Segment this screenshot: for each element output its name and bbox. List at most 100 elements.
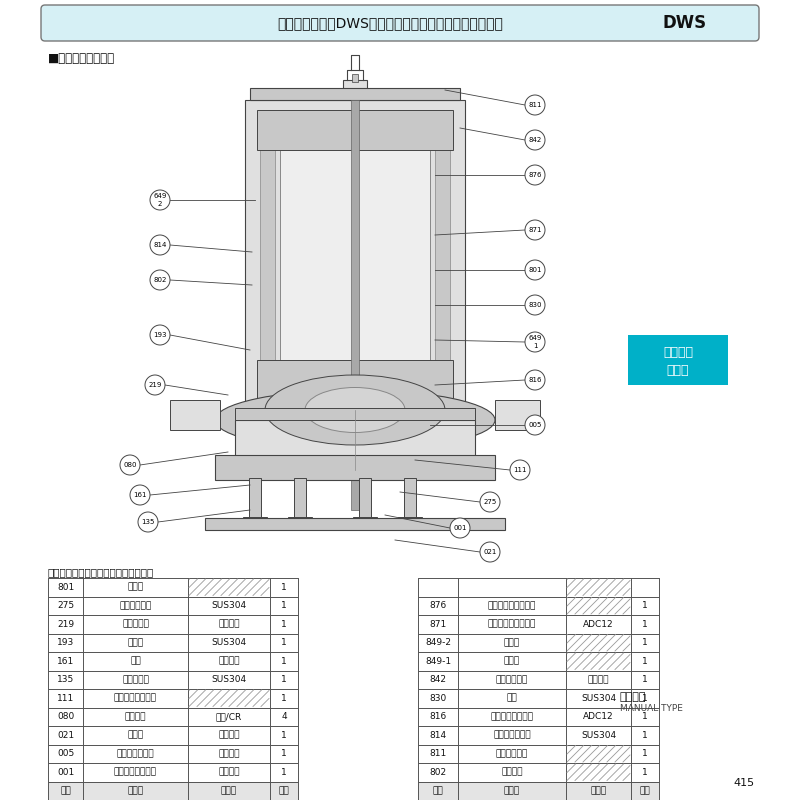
Bar xyxy=(83,763,188,782)
Text: 415: 415 xyxy=(734,778,755,788)
Text: 830: 830 xyxy=(528,302,542,308)
Circle shape xyxy=(150,235,170,255)
Bar xyxy=(294,478,306,520)
Text: 811: 811 xyxy=(430,750,446,758)
Text: 材　料: 材 料 xyxy=(590,786,606,795)
Bar xyxy=(418,652,659,670)
Text: 005: 005 xyxy=(57,750,74,758)
Text: 801: 801 xyxy=(57,582,74,592)
Text: 1: 1 xyxy=(281,768,287,777)
Bar xyxy=(628,335,728,385)
Bar xyxy=(83,707,188,726)
Text: 番号: 番号 xyxy=(60,786,71,795)
Bar xyxy=(188,726,270,745)
Text: 1: 1 xyxy=(642,620,648,629)
Text: 電動機フレーム: 電動機フレーム xyxy=(493,730,531,740)
Text: 802: 802 xyxy=(154,277,166,283)
Text: 羽根裸底金: 羽根裸底金 xyxy=(122,675,149,684)
Bar xyxy=(188,689,270,707)
Text: 135: 135 xyxy=(57,675,74,684)
Bar xyxy=(418,707,659,726)
Text: 005: 005 xyxy=(528,422,542,428)
Bar xyxy=(359,478,371,520)
Text: SUS304: SUS304 xyxy=(211,675,246,684)
Ellipse shape xyxy=(215,390,495,450)
Text: ロータ: ロータ xyxy=(127,582,143,592)
Text: 水処理: 水処理 xyxy=(666,365,690,378)
Circle shape xyxy=(510,460,530,480)
Bar xyxy=(83,670,188,689)
Bar xyxy=(631,745,659,763)
Bar xyxy=(418,597,458,615)
Circle shape xyxy=(525,295,545,315)
Text: ポンプケーシング: ポンプケーシング xyxy=(114,768,157,777)
Bar xyxy=(270,634,298,652)
Text: 801: 801 xyxy=(528,267,542,273)
Circle shape xyxy=(525,165,545,185)
Bar xyxy=(458,670,566,689)
Bar xyxy=(418,615,458,634)
Bar xyxy=(631,726,659,745)
Bar xyxy=(188,615,270,634)
Text: SUS304: SUS304 xyxy=(211,638,246,647)
Bar xyxy=(83,634,188,652)
Bar xyxy=(458,615,566,634)
Bar xyxy=(188,782,270,800)
Bar xyxy=(566,763,631,782)
Text: 羽根車ボルト: 羽根車ボルト xyxy=(119,602,152,610)
Text: 電動機焼損防止装置: 電動機焼損防止装置 xyxy=(488,602,536,610)
Text: 部品名: 部品名 xyxy=(127,786,143,795)
Text: 合成樹脆: 合成樹脆 xyxy=(218,750,240,758)
Text: 個数: 個数 xyxy=(640,786,650,795)
Bar xyxy=(418,726,659,745)
Text: 811: 811 xyxy=(528,102,542,108)
Bar xyxy=(48,689,298,707)
Text: 275: 275 xyxy=(57,602,74,610)
Bar xyxy=(418,689,659,707)
Bar xyxy=(83,615,188,634)
Text: 合成樹脆: 合成樹脆 xyxy=(218,620,240,629)
Bar xyxy=(205,518,505,530)
Bar xyxy=(566,745,631,763)
Bar xyxy=(566,597,631,615)
Bar xyxy=(418,670,659,689)
Bar xyxy=(188,763,270,782)
Bar xyxy=(270,707,298,726)
Text: 注油栓: 注油栓 xyxy=(127,638,143,647)
Text: 合成樹脆: 合成樹脆 xyxy=(588,675,610,684)
Text: 842: 842 xyxy=(430,675,446,684)
Text: 1: 1 xyxy=(642,768,648,777)
Text: 合成樹脆: 合成樹脆 xyxy=(218,730,240,740)
Text: 135: 135 xyxy=(142,519,154,525)
Bar xyxy=(270,763,298,782)
Text: 814: 814 xyxy=(154,242,166,248)
Circle shape xyxy=(480,542,500,562)
Text: DWS: DWS xyxy=(663,14,707,32)
Bar xyxy=(270,670,298,689)
Bar xyxy=(418,763,458,782)
Text: 部品名: 部品名 xyxy=(504,786,520,795)
Bar xyxy=(83,597,188,615)
Bar xyxy=(188,707,270,726)
Bar xyxy=(418,634,659,652)
Text: 080: 080 xyxy=(123,462,137,468)
Text: 1: 1 xyxy=(642,694,648,702)
Bar xyxy=(270,615,298,634)
Bar xyxy=(188,634,270,652)
Bar xyxy=(48,578,298,597)
Bar xyxy=(48,615,298,634)
Text: 842: 842 xyxy=(528,137,542,143)
Bar xyxy=(48,670,298,689)
Bar xyxy=(418,707,458,726)
Text: 相フランジ: 相フランジ xyxy=(122,620,149,629)
Bar xyxy=(245,100,465,410)
Circle shape xyxy=(525,332,545,352)
Text: 161: 161 xyxy=(134,492,146,498)
Text: 玉軸受: 玉軸受 xyxy=(504,638,520,647)
Bar xyxy=(418,726,458,745)
Text: 849-1: 849-1 xyxy=(425,657,451,666)
Bar xyxy=(48,726,298,745)
Text: 111: 111 xyxy=(514,467,526,473)
Bar xyxy=(48,763,298,782)
Text: 021: 021 xyxy=(57,730,74,740)
